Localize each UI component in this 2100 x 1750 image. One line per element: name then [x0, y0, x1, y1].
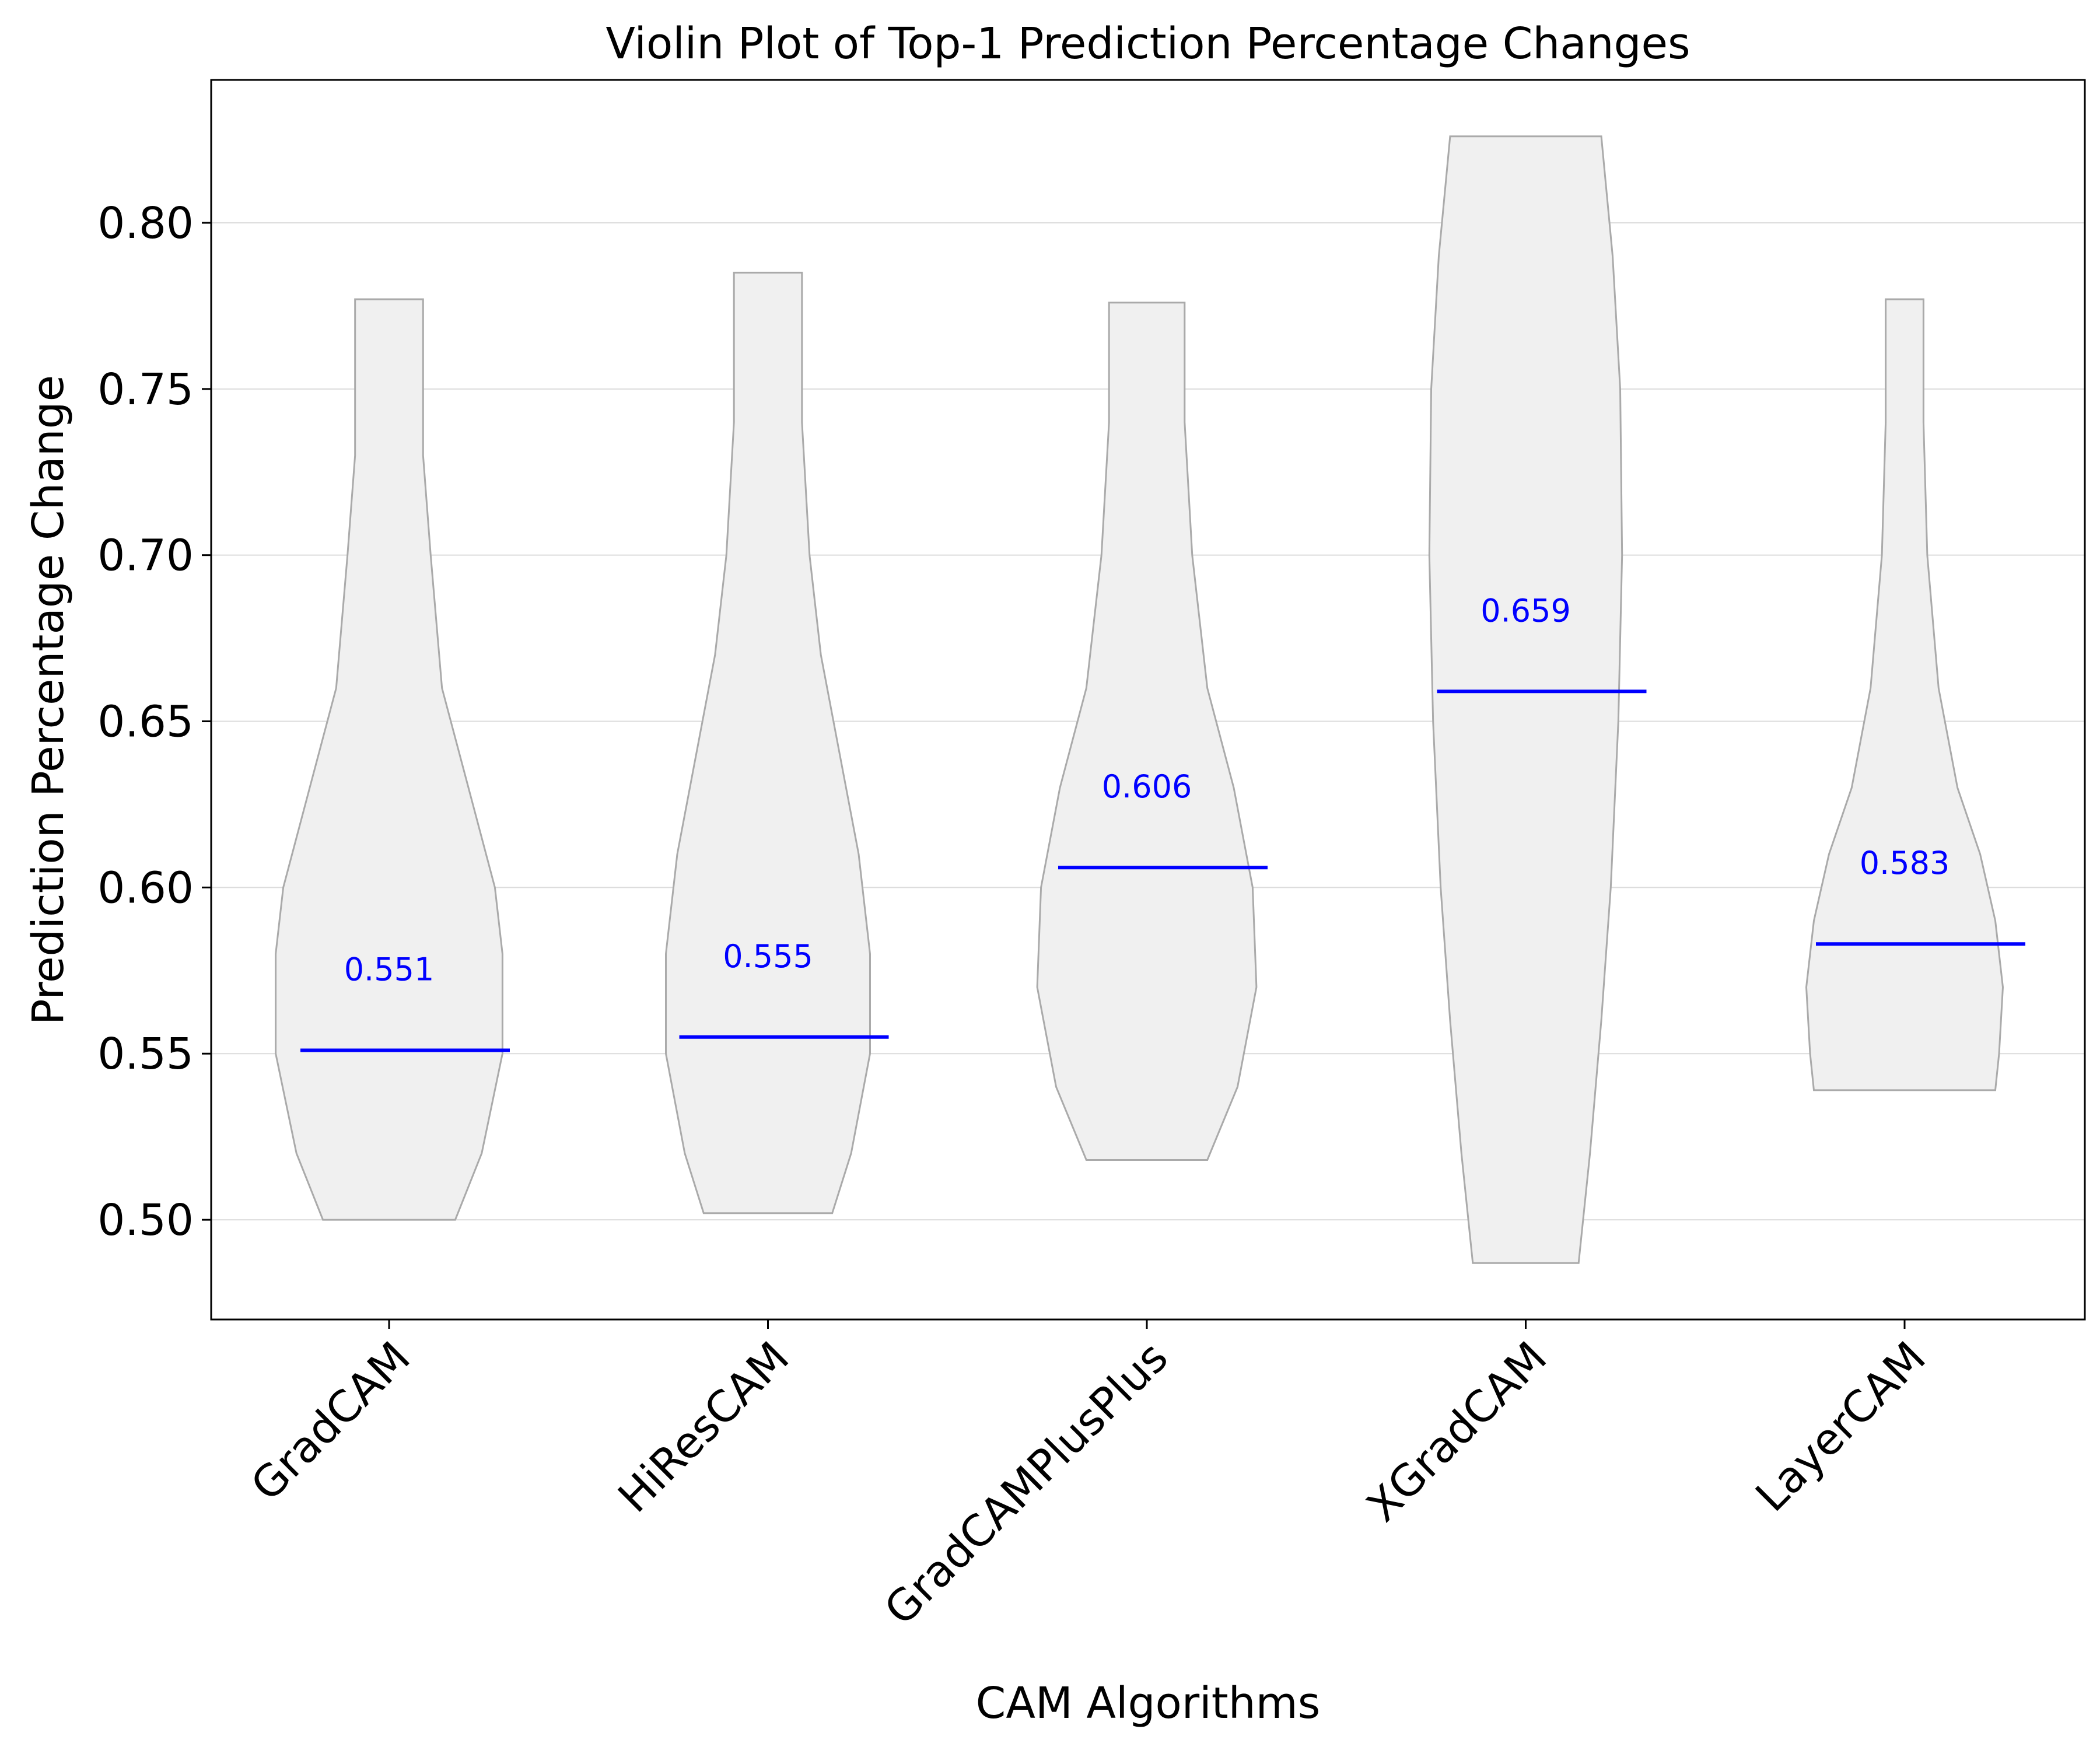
y-tick-label: 0.75: [97, 365, 194, 415]
median-label-LayerCAM: 0.583: [1860, 845, 1950, 881]
y-tick-label: 0.50: [97, 1195, 194, 1245]
plot-frame: [210, 79, 2086, 1321]
median-label-XGradCAM: 0.659: [1480, 592, 1571, 629]
median-label-GradCAM: 0.551: [344, 951, 435, 988]
chart-title: Violin Plot of Top-1 Prediction Percenta…: [606, 19, 1690, 69]
y-tick-label: 0.60: [97, 863, 194, 913]
violin-HiResCAM: [665, 271, 871, 1214]
x-axis-label: CAM Algorithms: [976, 1678, 1321, 1728]
violin-GradCAM: [275, 298, 503, 1221]
y-axis-label: Prediction Percentage Change: [23, 375, 74, 1025]
median-label-GradCAMPlusPlus: 0.606: [1102, 768, 1192, 805]
violin-LayerCAM: [1805, 298, 2004, 1091]
y-tick-label: 0.70: [97, 531, 194, 581]
y-tick-label: 0.65: [97, 697, 194, 747]
violin-GradCAMPlusPlus: [1036, 302, 1258, 1161]
median-label-HiResCAM: 0.555: [723, 938, 813, 975]
violin-XGradCAM: [1428, 135, 1623, 1264]
y-tick-label: 0.80: [97, 198, 194, 249]
y-tick-label: 0.55: [97, 1029, 194, 1079]
violins: 0.551 0.555 0.606 0.659 0.583: [275, 135, 2025, 1264]
